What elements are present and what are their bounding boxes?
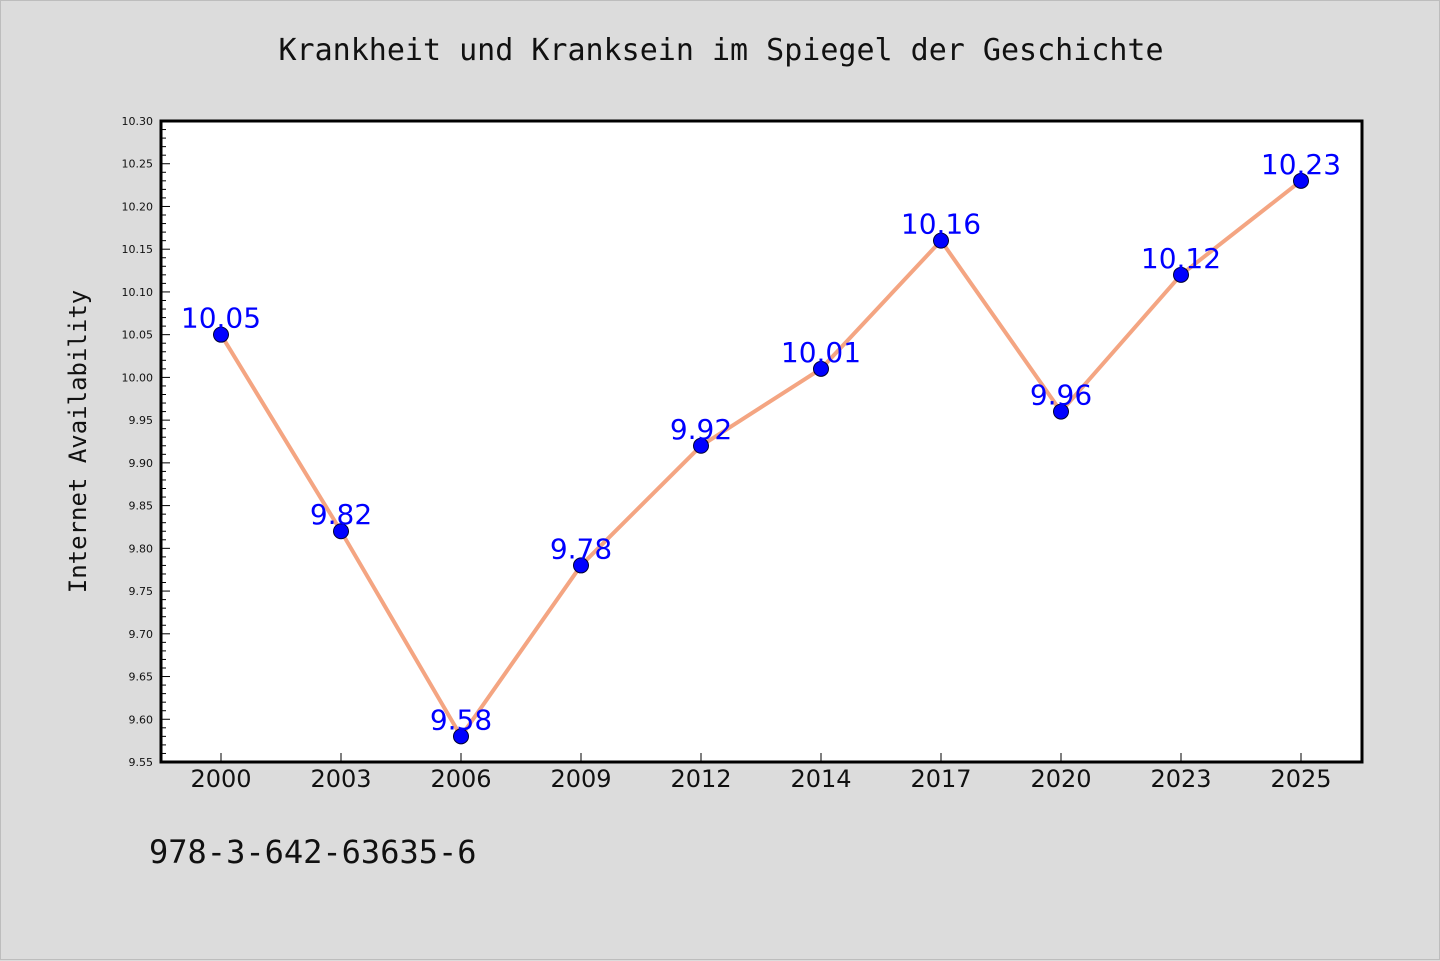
y-tick-label: 9.55 <box>129 756 154 769</box>
y-tick-label: 9.90 <box>129 457 154 470</box>
data-label: 9.82 <box>310 498 372 531</box>
x-tick-label: 2025 <box>1270 765 1331 793</box>
data-point <box>573 557 589 574</box>
x-tick-label: 2000 <box>190 765 251 793</box>
x-tick-label: 2003 <box>310 765 371 793</box>
data-label: 9.78 <box>550 532 612 565</box>
data-label: 9.92 <box>670 413 732 446</box>
y-axis-title: Internet Availability <box>64 290 92 593</box>
data-label: 10.05 <box>181 302 261 335</box>
y-tick-label: 9.60 <box>129 713 154 726</box>
y-tick-label: 10.30 <box>122 115 154 128</box>
data-label: 10.01 <box>781 336 861 369</box>
y-tick-label: 9.75 <box>129 585 154 598</box>
data-point <box>1173 266 1189 283</box>
x-tick-label: 2023 <box>1150 765 1211 793</box>
isbn-label: 978-3-642-63635-6 <box>149 833 477 871</box>
x-tick-label: 2014 <box>790 765 851 793</box>
data-point <box>213 326 229 343</box>
y-tick-label: 10.15 <box>122 243 154 256</box>
x-tick-label: 2017 <box>910 765 971 793</box>
data-point <box>693 437 709 454</box>
y-tick-label: 9.65 <box>129 671 154 684</box>
data-point <box>1293 172 1309 189</box>
y-axis: 9.55 9.60 9.65 9.70 9.75 9.80 9.85 9.90 9.95 10.0… <box>122 115 170 769</box>
y-tick-label: 9.95 <box>129 414 154 427</box>
y-tick-label: 10.25 <box>122 158 154 171</box>
data-point <box>453 728 469 745</box>
x-tick-label: 2012 <box>670 765 731 793</box>
data-label: 10.12 <box>1141 242 1221 275</box>
data-label: 10.23 <box>1261 148 1341 181</box>
y-tick-label: 10.00 <box>122 371 154 384</box>
plot-frame <box>159 119 1364 764</box>
y-tick-label: 9.80 <box>129 542 154 555</box>
x-tick-label: 2020 <box>1030 765 1091 793</box>
chart-title: Krankheit und Kranksein im Spiegel der G… <box>278 33 1164 68</box>
y-tick-label: 9.85 <box>129 500 154 513</box>
x-tick-label: 2009 <box>550 765 611 793</box>
y-tick-label: 9.70 <box>129 628 154 641</box>
data-label: 9.96 <box>1030 379 1092 412</box>
data-point <box>933 232 949 249</box>
y-tick-label: 10.10 <box>122 286 154 299</box>
data-point <box>813 360 829 377</box>
data-label: 10.16 <box>901 208 981 241</box>
series-line <box>219 178 1303 739</box>
y-tick-label: 10.05 <box>122 329 154 342</box>
y-tick-label: 10.20 <box>122 200 154 213</box>
plot-area <box>161 121 1362 762</box>
data-point <box>333 523 349 540</box>
data-label: 9.58 <box>430 703 492 736</box>
x-tick-label: 2006 <box>430 765 491 793</box>
data-point <box>1053 403 1069 420</box>
